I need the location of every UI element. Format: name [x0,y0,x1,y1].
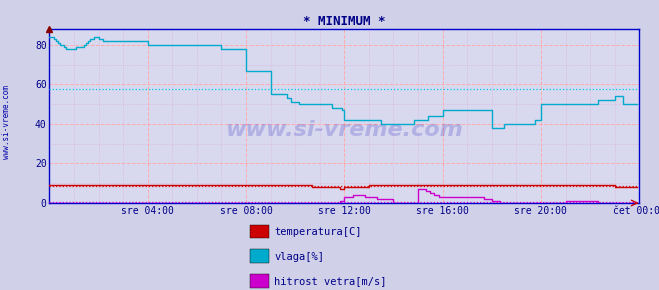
Text: www.si-vreme.com: www.si-vreme.com [225,120,463,140]
Text: www.si-vreme.com: www.si-vreme.com [2,85,11,159]
Text: vlaga[%]: vlaga[%] [274,252,324,262]
Text: temperatura[C]: temperatura[C] [274,227,362,237]
Text: hitrost vetra[m/s]: hitrost vetra[m/s] [274,276,387,286]
Title: * MINIMUM *: * MINIMUM * [303,15,386,28]
